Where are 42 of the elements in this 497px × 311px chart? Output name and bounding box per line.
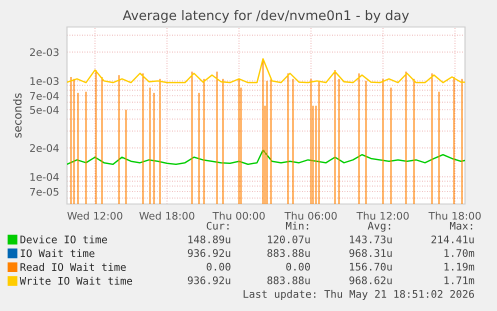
x-tick-label: Thu 00:00 [212, 212, 265, 220]
y-tick-label: 1e-03 [30, 77, 59, 86]
text: 968.62u [349, 276, 392, 284]
text: 143.73u [350, 235, 392, 244]
y-tick-label: 1e-04 [30, 173, 59, 181]
y-tick-label: 2e-04 [30, 144, 59, 152]
text: 0.00 [286, 262, 310, 271]
text: 156.70u [350, 262, 392, 271]
text: Cur: [206, 222, 229, 230]
text: Min: [286, 222, 308, 230]
text: Last update: Thu May 21 18:51:02 2026 [244, 290, 474, 300]
text: Avg: [368, 222, 390, 232]
text: 883.88u [267, 276, 310, 284]
legend-label: IO Wait time [20, 249, 94, 258]
x-tick-label: Wed 12:00 [67, 212, 122, 220]
text: 148.89u [188, 235, 230, 244]
legend-label: Read IO Wait time [20, 262, 126, 271]
text: 1.71m [444, 276, 474, 284]
line-series [67, 58, 465, 84]
text: 936.92u [188, 249, 230, 257]
text: 968.31u [349, 249, 392, 257]
text: 0.00 [206, 262, 230, 271]
x-tick-label: Thu 12:00 [356, 212, 409, 220]
x-tick-label: Thu 18:00 [428, 212, 481, 220]
text: 883.88u [267, 249, 310, 257]
legend-label: Device IO time [20, 235, 107, 244]
text: 936.92u [188, 276, 230, 284]
chart-title: Average latency for /dev/nvme0n1 - by day [122, 10, 409, 23]
y-axis-title: seconds [13, 93, 22, 138]
y-tick-label: 7e-05 [30, 188, 58, 196]
x-tick-label: Wed 18:00 [139, 212, 194, 220]
y-tick-label: 7e-04 [30, 92, 59, 100]
text: 1.19m [444, 262, 474, 271]
text: 120.07u [268, 235, 310, 244]
y-tick-label: 5e-04 [30, 106, 59, 114]
text: 214.41u [432, 235, 474, 244]
text: Max: [450, 222, 472, 230]
legend-label: Write IO Wait time [20, 276, 132, 285]
line-series [67, 149, 465, 165]
y-tick-label: 2e-03 [30, 48, 59, 56]
text: 1.70m [444, 249, 474, 257]
x-tick-label: Thu 06:00 [284, 212, 337, 220]
